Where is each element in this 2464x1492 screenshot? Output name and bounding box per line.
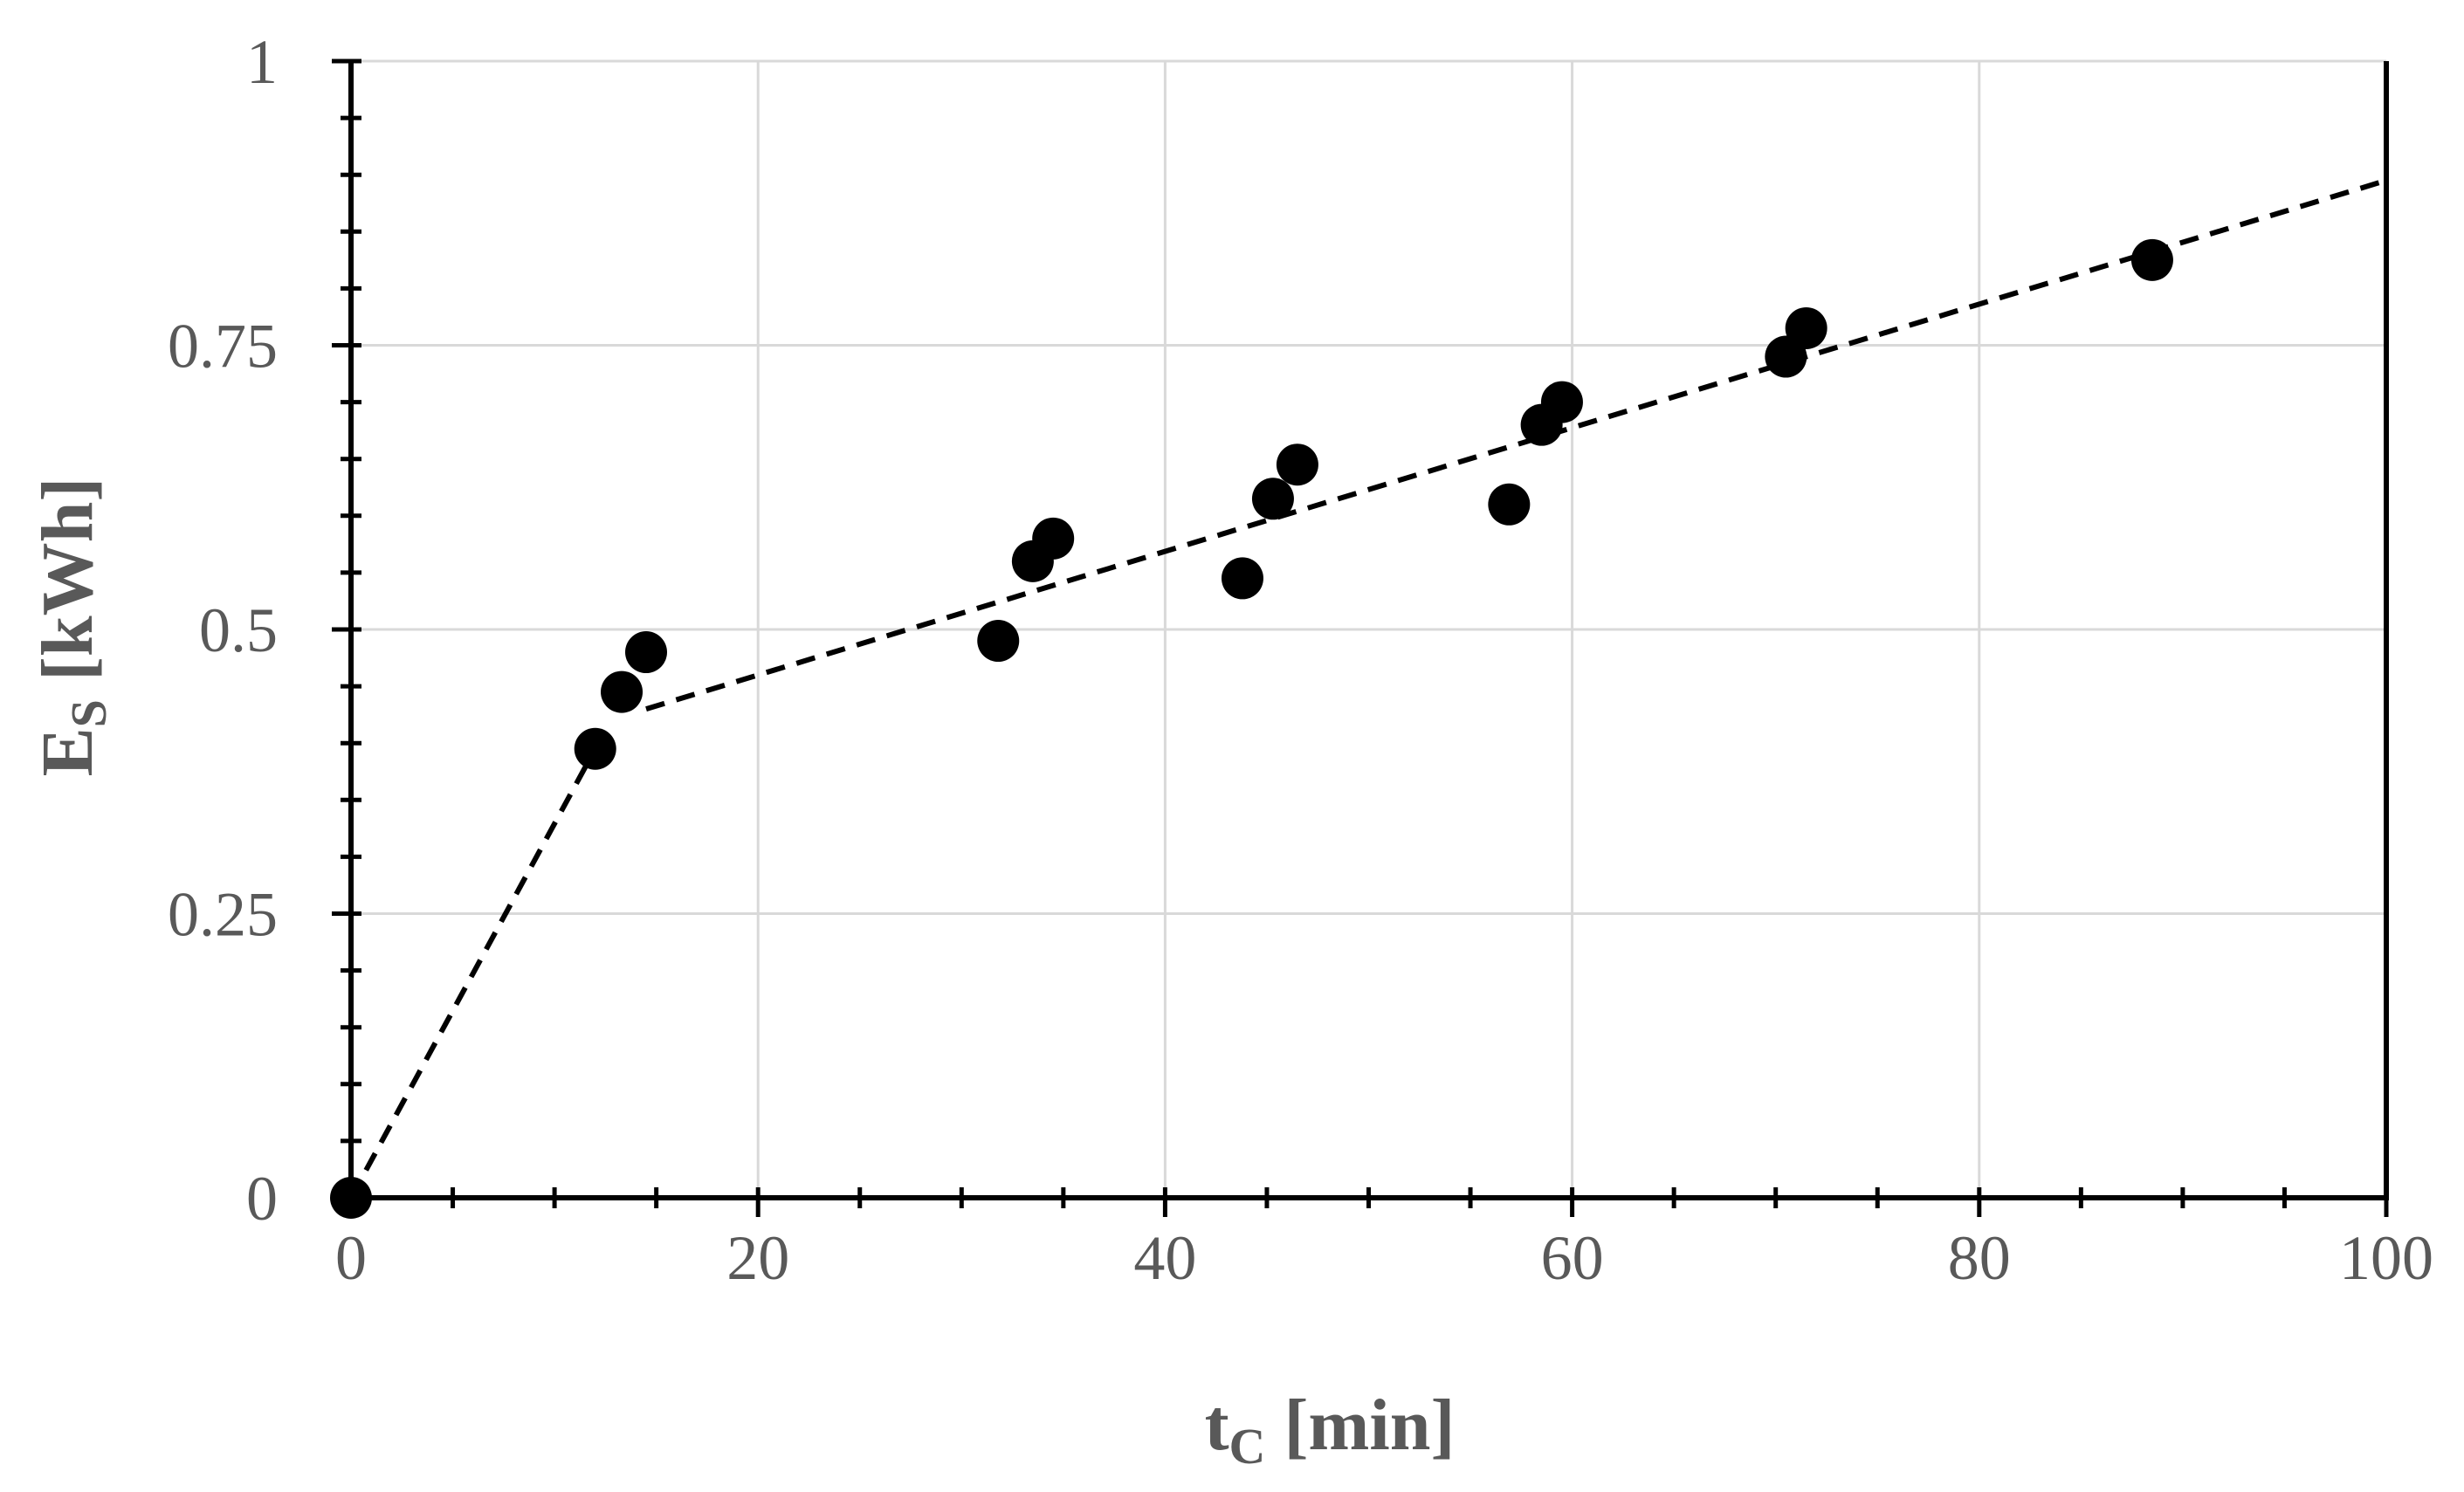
y-axis-title: ES [kWh] [27, 478, 117, 777]
y-tick-labels: 0 0.25 0.5 0.75 1 [168, 27, 278, 1234]
trend-line-1 [645, 177, 2387, 712]
data-point-3 [624, 631, 667, 674]
data-points [330, 238, 2173, 1219]
y-tick-label-4: 1 [246, 27, 278, 97]
data-point-9 [1276, 443, 1318, 486]
y-tick-label-2: 0.5 [199, 595, 278, 665]
data-point-1 [574, 727, 616, 770]
y-tick-label-3: 0.75 [168, 312, 278, 382]
x-tick-label-1: 20 [726, 1223, 789, 1293]
x-axis-title-unit: [min] [1265, 1385, 1455, 1466]
x-tick-label-2: 40 [1133, 1223, 1196, 1293]
y-axis-title-unit: [kWh] [27, 478, 108, 699]
data-point-15 [2130, 238, 2173, 281]
data-point-10 [1488, 483, 1531, 526]
x-tick-label-0: 0 [335, 1223, 367, 1293]
x-axis-title: tC [min] [1205, 1385, 1456, 1475]
y-tick-label-0: 0 [246, 1164, 278, 1234]
data-point-0 [330, 1177, 372, 1219]
trend-lines [348, 177, 2387, 1200]
y-axis-title-main: E [27, 727, 108, 776]
data-point-12 [1540, 381, 1583, 423]
x-axis-title-main: t [1205, 1385, 1229, 1466]
data-point-4 [977, 620, 1020, 663]
x-tick-labels: 0 20 40 60 80 100 [335, 1223, 2433, 1293]
trend-line-0 [348, 747, 598, 1200]
y-axis-title-subscript: S [60, 699, 117, 727]
data-point-14 [1785, 306, 1827, 349]
x-tick-label-3: 60 [1541, 1223, 1604, 1293]
y-tick-label-1: 0.25 [168, 880, 278, 950]
data-point-7 [1221, 557, 1263, 600]
data-point-8 [1251, 478, 1294, 520]
x-axis-title-subscript: C [1229, 1418, 1266, 1475]
data-point-6 [1032, 517, 1075, 560]
x-tick-label-5: 100 [2339, 1223, 2433, 1293]
data-point-2 [601, 670, 644, 713]
x-tick-label-4: 80 [1948, 1223, 2011, 1293]
